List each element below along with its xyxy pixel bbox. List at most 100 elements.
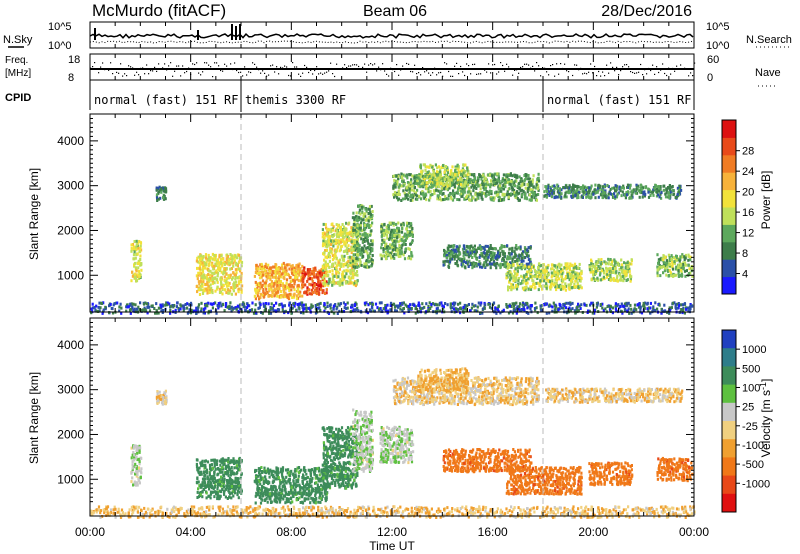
echo-cell — [562, 306, 565, 310]
echo-cell — [447, 186, 451, 190]
echo-cell — [262, 273, 265, 277]
echo-cell — [313, 275, 316, 279]
echo-cell — [217, 306, 220, 310]
echo-cell — [470, 185, 473, 189]
echo-cell — [575, 265, 578, 268]
echo-cell — [527, 174, 530, 177]
echo-cell — [101, 311, 104, 315]
echo-cell — [345, 238, 348, 241]
echo-cell — [689, 304, 692, 308]
echo-cell — [497, 185, 500, 189]
echo-cell — [331, 254, 335, 258]
nave-dot — [110, 62, 112, 64]
echo-cell — [293, 292, 296, 296]
echo-cell — [133, 257, 136, 261]
echo-cell — [408, 221, 411, 225]
echo-cell — [201, 261, 204, 265]
echo-cell — [448, 249, 451, 253]
echo-cell — [516, 262, 519, 266]
echo-cell — [454, 307, 457, 311]
echo-cell — [159, 196, 162, 200]
echo-cell — [231, 276, 234, 280]
echo-cell — [288, 301, 292, 305]
echo-cell — [274, 274, 277, 278]
echo-cell — [325, 291, 328, 295]
echo-cell — [257, 291, 260, 295]
nave-dot — [436, 74, 438, 76]
echo-cell — [554, 272, 557, 276]
echo-cell — [332, 311, 335, 315]
echo-cell — [432, 189, 436, 193]
echo-cell — [223, 279, 226, 282]
echo-cell — [244, 309, 247, 312]
echo-cell — [271, 307, 275, 311]
echo-cell — [353, 281, 356, 285]
echo-cell — [475, 197, 478, 201]
echo-cell — [323, 251, 326, 255]
nave-dot — [622, 66, 624, 68]
echo-cell — [562, 303, 565, 306]
echo-cell — [575, 278, 578, 282]
echo-cell — [473, 244, 476, 248]
nave-dot — [376, 70, 378, 72]
echo-cell — [456, 245, 459, 249]
echo-cell — [376, 306, 379, 310]
echo-cell — [130, 302, 133, 306]
echo-cell — [521, 279, 524, 283]
echo-cell — [357, 247, 360, 251]
echo-cell — [435, 170, 439, 174]
echo-cell — [232, 289, 235, 293]
echo-cell — [338, 271, 341, 275]
echo-cell — [284, 272, 287, 276]
echo-cell — [530, 198, 533, 202]
echo-cell — [513, 302, 516, 306]
echo-cell — [155, 186, 158, 190]
echo-cell — [400, 237, 403, 241]
echo-cell — [563, 285, 566, 289]
echo-cell — [452, 247, 455, 250]
echo-cell — [457, 171, 461, 175]
echo-cell — [476, 183, 479, 187]
echo-cell — [405, 236, 408, 240]
echo-cell — [423, 176, 426, 180]
echo-cell — [469, 198, 472, 202]
echo-cell — [352, 228, 355, 232]
echo-cell — [214, 253, 217, 257]
echo-cell — [473, 309, 476, 313]
nave-dot — [352, 64, 354, 66]
echo-cell — [513, 309, 516, 313]
echo-cell — [135, 279, 139, 283]
echo-cell — [339, 230, 342, 234]
nave-dot — [256, 66, 258, 68]
nave-dot — [388, 75, 390, 77]
echo-cell — [453, 173, 457, 177]
echo-cell — [411, 235, 414, 238]
echo-cell — [455, 171, 458, 175]
echo-cell — [325, 271, 328, 275]
echo-cell — [512, 307, 515, 311]
nave-dot — [112, 73, 114, 75]
echo-cell — [513, 189, 516, 192]
echo-cell — [297, 287, 300, 291]
echo-cell — [266, 266, 269, 270]
echo-cell — [295, 289, 299, 293]
echo-cell — [453, 191, 456, 195]
echo-cell — [157, 311, 160, 315]
echo-cell — [291, 296, 294, 299]
echo-cell — [213, 258, 216, 262]
echo-cell — [551, 305, 554, 309]
echo-cell — [518, 302, 522, 306]
echo-cell — [197, 273, 200, 277]
echo-cell — [383, 240, 386, 244]
echo-cell — [473, 174, 476, 178]
nave-dot — [512, 74, 514, 76]
echo-cell — [208, 263, 211, 267]
echo-cell — [326, 301, 329, 305]
echo-cell — [347, 269, 350, 273]
nave-dot — [422, 67, 424, 69]
echo-cell — [480, 183, 483, 187]
echo-cell — [326, 234, 329, 238]
echo-cell — [337, 302, 340, 306]
nave-dot — [124, 73, 126, 75]
echo-cell — [354, 215, 358, 219]
